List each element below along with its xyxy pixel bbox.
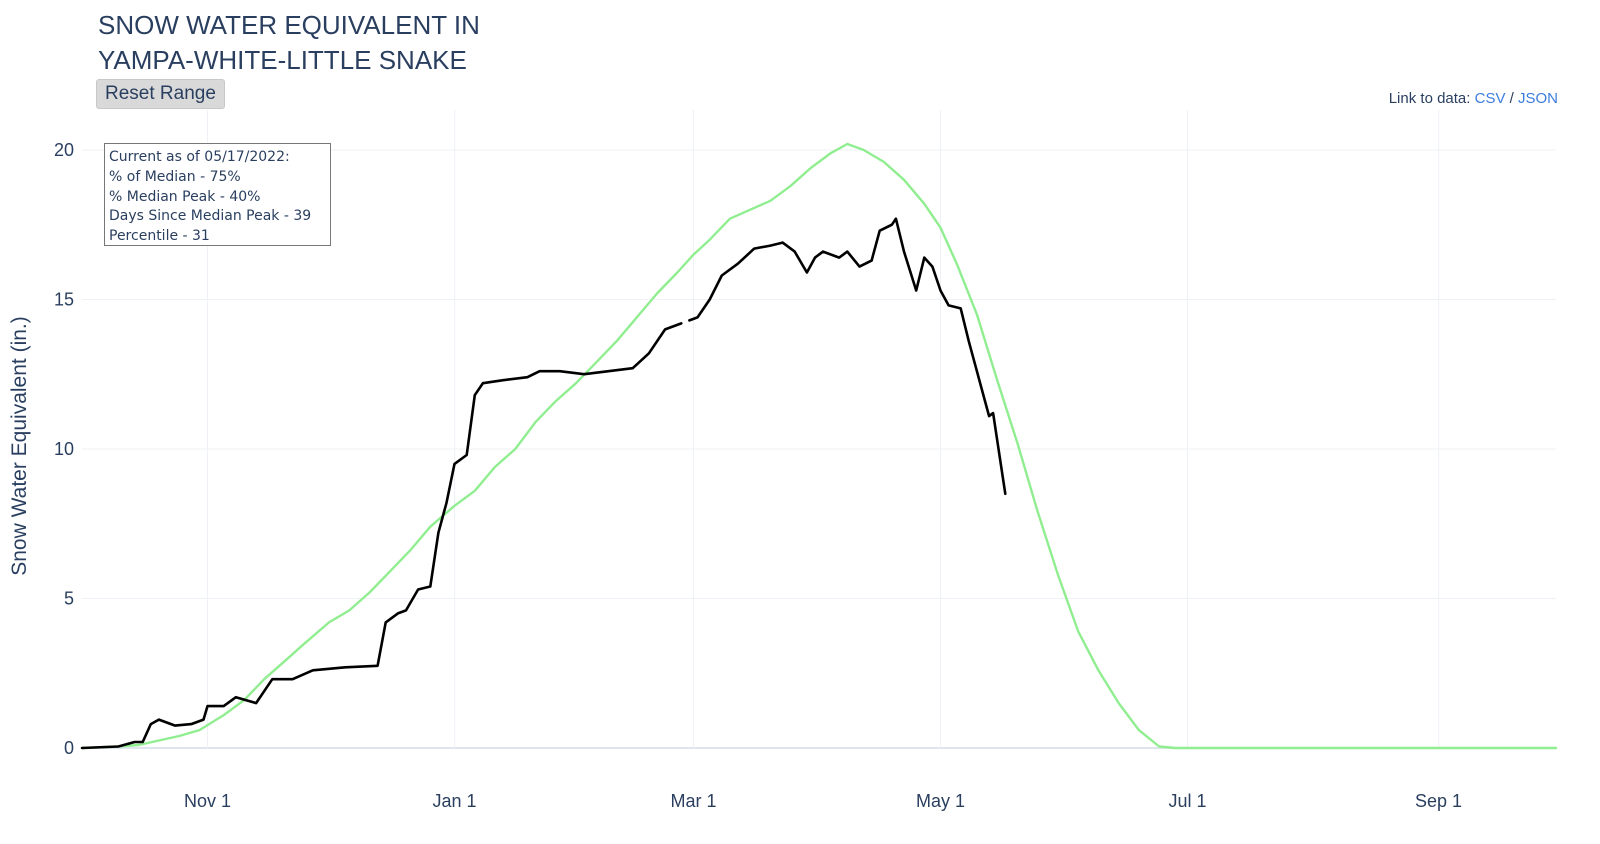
chart-title-line1: SNOW WATER EQUIVALENT IN (98, 10, 480, 40)
data-links-label: Link to data: (1388, 90, 1471, 107)
current-swe-line[interactable] (80, 322, 683, 750)
current-swe-line[interactable] (688, 217, 1007, 496)
y-tick-label: 0 (64, 738, 74, 758)
y-tick-label: 15 (54, 289, 74, 309)
csv-link[interactable]: CSV (1474, 90, 1506, 107)
x-tick-label: Mar 1 (670, 791, 716, 811)
series-layer (80, 142, 1558, 750)
y-tick-label: 5 (64, 588, 74, 608)
y-axis-title: Snow Water Equivalent (in.) (8, 316, 31, 576)
x-tick-label: Jul 1 (1168, 791, 1206, 811)
json-link[interactable]: JSON (1517, 90, 1558, 107)
x-tick-label: May 1 (916, 791, 965, 811)
x-tick-label: Jan 1 (433, 791, 477, 811)
chart-title-line2: YAMPA-WHITE-LITTLE SNAKE (98, 45, 467, 75)
status-annotation: Current as of 05/17/2022: % of Median - … (104, 143, 331, 246)
annotation-pct-median-peak: % Median Peak - 40% (109, 188, 261, 205)
annotation-pct-median: % of Median - 75% (109, 168, 241, 185)
data-links-separator: / (1509, 90, 1514, 107)
y-tick-label: 20 (54, 140, 74, 160)
x-tick-label: Nov 1 (184, 791, 231, 811)
median-swe-line[interactable] (80, 142, 1558, 750)
annotation-days-since-peak: Days Since Median Peak - 39 (109, 208, 312, 225)
axes: 0 5 10 15 20 Nov 1 Jan 1 Mar 1 May 1 Jul 1 Sep 1 (54, 140, 1462, 811)
reset-range-button[interactable]: Reset Range (96, 79, 225, 109)
annotation-percentile: Percentile - 31 (109, 228, 210, 245)
y-tick-label: 10 (54, 439, 74, 459)
x-tick-label: Sep 1 (1415, 791, 1462, 811)
data-links: Link to data: CSV / JSON (1389, 90, 1558, 107)
annotation-current-as-of: Current as of 05/17/2022: (109, 149, 290, 165)
chart-title: SNOW WATER EQUIVALENT IN YAMPA-WHITE-LIT… (98, 8, 480, 78)
